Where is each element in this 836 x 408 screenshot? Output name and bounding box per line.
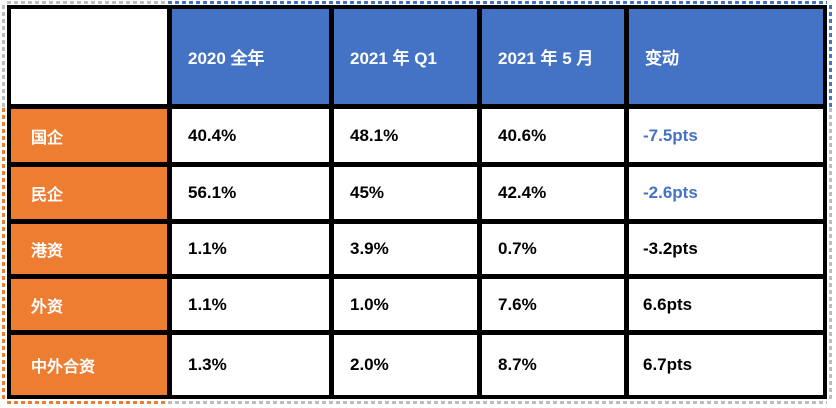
table-cell: 3.9% — [334, 224, 477, 274]
table-cell: 1.3% — [172, 335, 329, 395]
selection-dash-segment — [829, 5, 832, 108]
table-cell: 48.1% — [334, 109, 477, 162]
change-cell: 6.7pts — [629, 335, 823, 395]
change-cell: -7.5pts — [629, 109, 823, 162]
table-cell: 1.0% — [334, 279, 477, 330]
table-cell: 2.0% — [334, 335, 477, 395]
col-header-change: 变动 — [629, 9, 823, 104]
selection-dash-bottom — [7, 401, 827, 404]
selection-dash-right — [829, 5, 832, 399]
table-cell: 56.1% — [172, 167, 329, 219]
change-cell: -2.6pts — [629, 167, 823, 219]
col-header-2021-may: 2021 年 5 月 — [482, 9, 624, 104]
table-cell: 42.4% — [482, 167, 624, 219]
table-cell: 7.6% — [482, 279, 624, 330]
selection-dash-segment — [168, 1, 827, 4]
table-cell: 1.1% — [172, 279, 329, 330]
table-cell: 45% — [334, 167, 477, 219]
table-cell: 8.7% — [482, 335, 624, 395]
selection-dash-segment — [829, 108, 832, 399]
row-label-foreign-capital: 外资 — [11, 279, 167, 330]
change-cell: -3.2pts — [629, 224, 823, 274]
col-header-2021-q1: 2021 年 Q1 — [334, 9, 477, 104]
selection-dash-segment — [7, 401, 168, 404]
selection-dash-segment — [168, 401, 827, 404]
selection-dash-segment — [2, 5, 5, 108]
ownership-share-table[interactable]: 2020 全年 2021 年 Q1 2021 年 5 月 变动 国企 40.4%… — [7, 5, 827, 399]
table-cell: 1.1% — [172, 224, 329, 274]
selection-dash-segment — [2, 108, 5, 399]
change-cell: 6.6pts — [629, 279, 823, 330]
table-cell: 0.7% — [482, 224, 624, 274]
row-label-soe: 国企 — [11, 109, 167, 162]
row-label-private: 民企 — [11, 167, 167, 219]
selection-dash-segment — [7, 1, 168, 4]
row-label-hk-capital: 港资 — [11, 224, 167, 274]
corner-cell — [11, 9, 167, 104]
selection-dash-top — [7, 1, 827, 4]
col-header-2020-full-year: 2020 全年 — [172, 9, 329, 104]
selection-dash-left — [2, 5, 5, 399]
table-cell: 40.4% — [172, 109, 329, 162]
row-label-joint-venture: 中外合资 — [11, 335, 167, 395]
table-cell: 40.6% — [482, 109, 624, 162]
